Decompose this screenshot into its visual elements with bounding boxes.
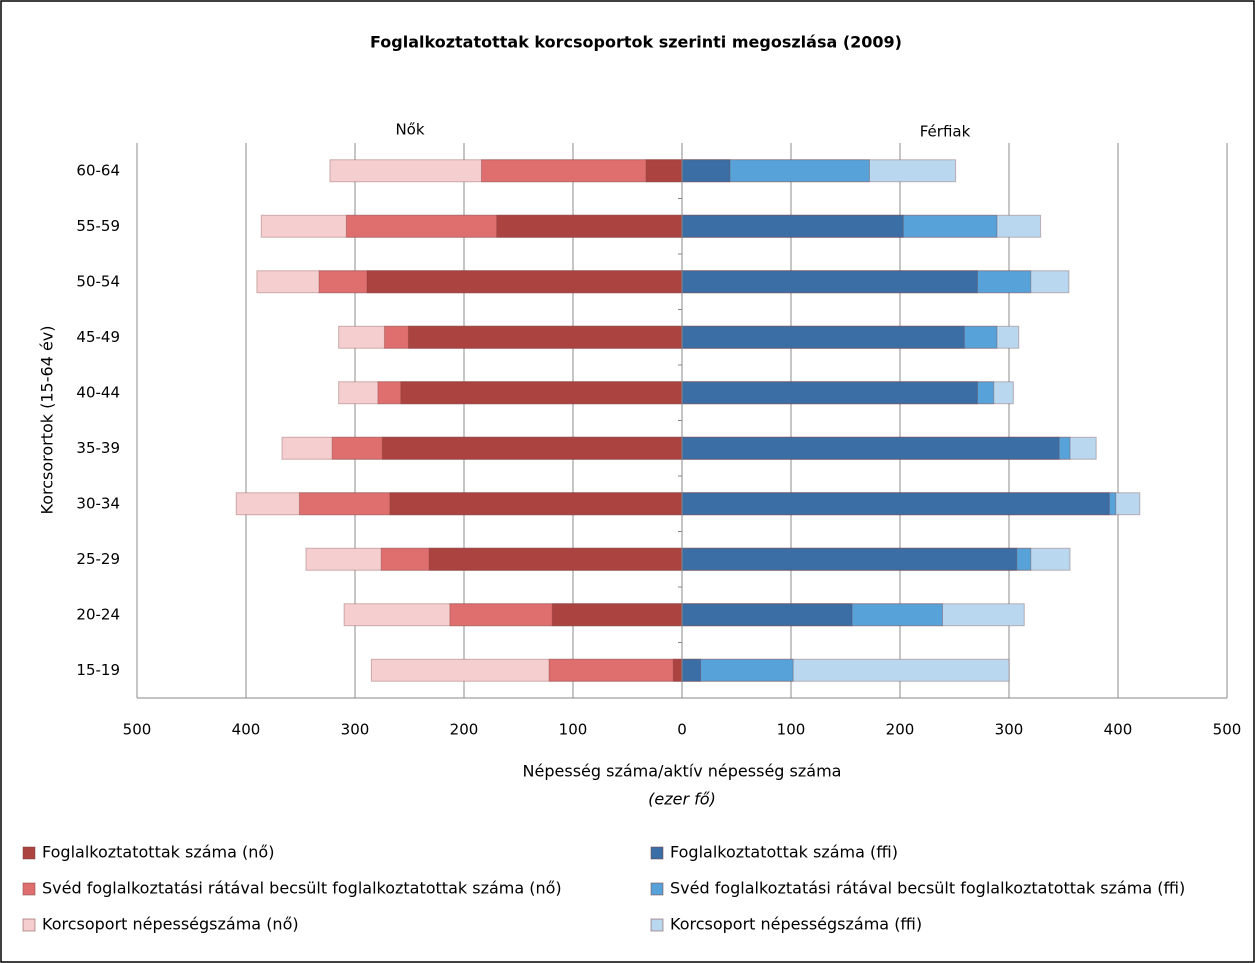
- bar: [681, 492, 1110, 516]
- bar: [407, 325, 683, 349]
- bar: [681, 270, 978, 294]
- bar: [681, 658, 702, 682]
- x-tick-label: 500: [1213, 721, 1242, 739]
- chart-title: Foglalkoztatottak korcsoportok szerinti …: [370, 33, 902, 52]
- x-tick-label: 400: [232, 721, 261, 739]
- side-label: Férfiak: [920, 123, 971, 141]
- bar: [400, 381, 683, 405]
- y-tick-label: 50-54: [76, 272, 120, 290]
- legend-swatch: [22, 882, 36, 896]
- y-tick-label: 40-44: [76, 383, 120, 401]
- x-tick-label: 200: [886, 721, 915, 739]
- bar: [548, 658, 683, 682]
- bar: [366, 270, 683, 294]
- bar: [681, 436, 1060, 460]
- legend-label: Foglalkoztatottak száma (nő): [42, 843, 274, 862]
- x-tick-label: 300: [995, 721, 1024, 739]
- side-label: Nők: [395, 121, 424, 139]
- legend-swatch: [650, 882, 664, 896]
- y-tick-label: 55-59: [76, 217, 120, 235]
- bar: [681, 214, 904, 238]
- legend-swatch: [22, 918, 36, 932]
- y-tick-label: 60-64: [76, 161, 120, 179]
- y-tick-label: 30-34: [76, 494, 120, 512]
- x-tick-label: 100: [777, 721, 806, 739]
- bar: [645, 159, 683, 183]
- bar: [681, 325, 965, 349]
- bar: [428, 547, 683, 571]
- bar: [551, 603, 683, 627]
- y-tick-label: 20-24: [76, 605, 120, 623]
- bar: [496, 214, 683, 238]
- bar: [681, 547, 1018, 571]
- x-tick-label: 500: [123, 721, 152, 739]
- y-tick-label: 35-39: [76, 439, 120, 457]
- bar: [681, 159, 731, 183]
- y-tick-label: 45-49: [76, 328, 120, 346]
- y-tick-label: 15-19: [76, 661, 120, 679]
- y-axis-title: Korcsorortok (15-64 év): [38, 325, 57, 514]
- x-tick-label: 100: [559, 721, 588, 739]
- x-tick-label: 200: [450, 721, 479, 739]
- legend-label: Korcsoport népességszáma (nő): [42, 915, 299, 934]
- legend-label: Foglalkoztatottak száma (ffi): [670, 843, 898, 862]
- x-axis-unit: (ezer fő): [648, 790, 716, 809]
- legend-label: Korcsoport népességszáma (ffi): [670, 915, 922, 934]
- x-tick-label: 0: [677, 721, 687, 739]
- legend-swatch: [650, 846, 664, 860]
- bar: [672, 658, 683, 682]
- x-tick-label: 400: [1104, 721, 1133, 739]
- legend-label: Svéd foglalkoztatási rátával becsült fog…: [670, 879, 1185, 898]
- bar: [681, 603, 853, 627]
- x-tick-label: 300: [341, 721, 370, 739]
- legend-swatch: [22, 846, 36, 860]
- y-tick-label: 25-29: [76, 550, 120, 568]
- legend-label: Svéd foglalkoztatási rátával becsült fog…: [42, 879, 562, 898]
- bar: [389, 492, 683, 516]
- x-axis-title: Népesség száma/aktív népesség száma: [523, 762, 842, 781]
- legend-swatch: [650, 918, 664, 932]
- bar: [681, 381, 978, 405]
- bar: [381, 436, 683, 460]
